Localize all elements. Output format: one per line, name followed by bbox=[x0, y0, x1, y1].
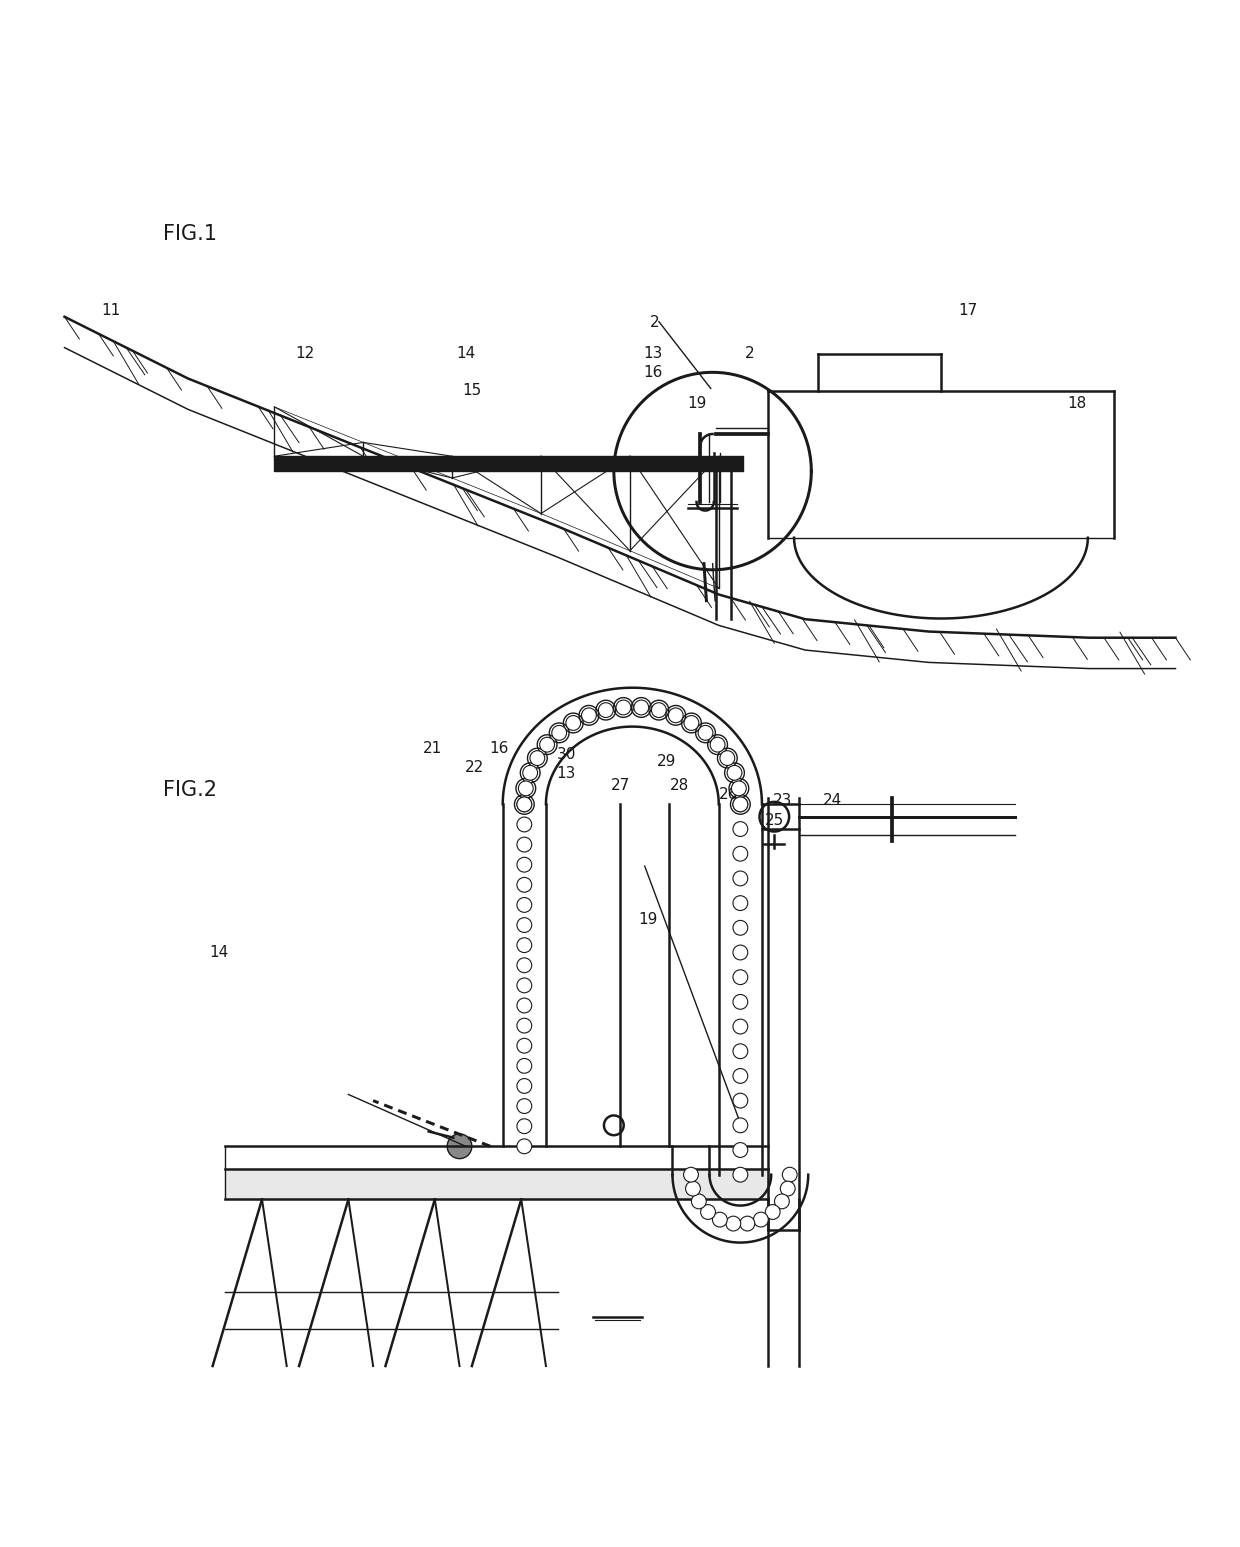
Circle shape bbox=[733, 920, 748, 936]
Circle shape bbox=[733, 797, 748, 812]
Circle shape bbox=[683, 1168, 698, 1182]
Circle shape bbox=[517, 998, 532, 1013]
Circle shape bbox=[733, 945, 748, 959]
Circle shape bbox=[782, 1168, 797, 1182]
Circle shape bbox=[517, 1058, 532, 1074]
Circle shape bbox=[517, 917, 532, 933]
Circle shape bbox=[517, 1078, 532, 1094]
Circle shape bbox=[517, 937, 532, 953]
Text: 15: 15 bbox=[463, 384, 481, 398]
Circle shape bbox=[733, 1019, 748, 1033]
Circle shape bbox=[517, 877, 532, 893]
Text: 2: 2 bbox=[745, 347, 754, 362]
Text: 24: 24 bbox=[822, 794, 842, 808]
Circle shape bbox=[565, 716, 580, 730]
Circle shape bbox=[727, 766, 742, 780]
Circle shape bbox=[517, 1098, 532, 1114]
Circle shape bbox=[740, 1216, 755, 1231]
Circle shape bbox=[668, 709, 683, 722]
Circle shape bbox=[733, 1094, 748, 1108]
Circle shape bbox=[733, 1069, 748, 1083]
Circle shape bbox=[686, 1182, 701, 1196]
Text: FIG.1: FIG.1 bbox=[164, 224, 217, 244]
Text: 14: 14 bbox=[210, 945, 228, 961]
Circle shape bbox=[775, 1194, 790, 1208]
Circle shape bbox=[733, 821, 748, 837]
Text: 30: 30 bbox=[557, 747, 577, 763]
Text: 17: 17 bbox=[959, 303, 977, 319]
Circle shape bbox=[517, 797, 532, 812]
Circle shape bbox=[517, 897, 532, 913]
Circle shape bbox=[765, 1205, 780, 1219]
Circle shape bbox=[517, 978, 532, 993]
Text: 14: 14 bbox=[456, 347, 475, 362]
Circle shape bbox=[725, 1216, 740, 1231]
Text: 12: 12 bbox=[295, 347, 315, 362]
Circle shape bbox=[684, 716, 699, 730]
Circle shape bbox=[701, 1205, 715, 1219]
Circle shape bbox=[517, 1038, 532, 1054]
Text: 27: 27 bbox=[610, 778, 630, 794]
Circle shape bbox=[552, 726, 567, 741]
Text: 22: 22 bbox=[465, 760, 484, 775]
Text: 2: 2 bbox=[650, 316, 660, 331]
Circle shape bbox=[529, 750, 544, 766]
Circle shape bbox=[692, 1194, 707, 1208]
Circle shape bbox=[517, 837, 532, 852]
Circle shape bbox=[517, 1018, 532, 1033]
Text: 25: 25 bbox=[765, 812, 784, 828]
Circle shape bbox=[720, 750, 735, 766]
Circle shape bbox=[733, 970, 748, 984]
Circle shape bbox=[448, 1134, 472, 1159]
Circle shape bbox=[517, 817, 532, 832]
Text: 26: 26 bbox=[719, 787, 738, 801]
Circle shape bbox=[733, 797, 748, 812]
Text: FIG.2: FIG.2 bbox=[164, 780, 217, 800]
Text: 28: 28 bbox=[670, 778, 689, 794]
Text: 21: 21 bbox=[423, 741, 441, 756]
Text: 16: 16 bbox=[644, 365, 663, 381]
Text: 11: 11 bbox=[102, 303, 122, 319]
Circle shape bbox=[732, 781, 746, 795]
Text: 23: 23 bbox=[774, 794, 792, 808]
Circle shape bbox=[733, 1168, 748, 1182]
Circle shape bbox=[517, 1139, 532, 1154]
Circle shape bbox=[733, 871, 748, 886]
Text: 19: 19 bbox=[687, 396, 707, 410]
Circle shape bbox=[599, 702, 614, 718]
Text: 16: 16 bbox=[490, 741, 508, 756]
Text: 13: 13 bbox=[556, 766, 575, 781]
Circle shape bbox=[539, 738, 554, 752]
Circle shape bbox=[733, 1044, 748, 1058]
Circle shape bbox=[517, 1118, 532, 1134]
Text: 13: 13 bbox=[644, 347, 663, 362]
Circle shape bbox=[711, 738, 725, 752]
Circle shape bbox=[698, 726, 713, 741]
Circle shape bbox=[754, 1213, 769, 1227]
Circle shape bbox=[523, 766, 538, 780]
Circle shape bbox=[780, 1182, 795, 1196]
Circle shape bbox=[517, 797, 532, 812]
Circle shape bbox=[733, 896, 748, 911]
Circle shape bbox=[651, 702, 666, 718]
Circle shape bbox=[733, 995, 748, 1009]
Circle shape bbox=[733, 846, 748, 862]
Circle shape bbox=[634, 701, 649, 715]
Text: 18: 18 bbox=[1068, 396, 1086, 410]
Circle shape bbox=[713, 1213, 727, 1227]
Text: 19: 19 bbox=[639, 911, 658, 927]
Circle shape bbox=[616, 701, 631, 715]
Circle shape bbox=[733, 1118, 748, 1132]
Text: 29: 29 bbox=[657, 753, 677, 769]
Circle shape bbox=[517, 857, 532, 873]
Circle shape bbox=[518, 781, 533, 795]
Circle shape bbox=[582, 709, 596, 722]
Circle shape bbox=[517, 958, 532, 973]
Circle shape bbox=[733, 1143, 748, 1157]
